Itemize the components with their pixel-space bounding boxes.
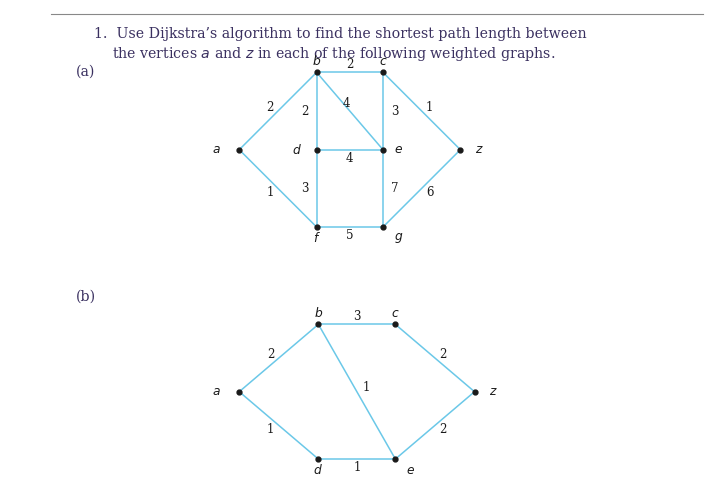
Text: the vertices $a$ and $z$ in each of the following weighted graphs.: the vertices $a$ and $z$ in each of the … <box>112 45 555 63</box>
Text: 4: 4 <box>343 96 350 110</box>
Text: $\mathit{c}$: $\mathit{c}$ <box>378 55 387 68</box>
Text: $\mathit{a}$: $\mathit{a}$ <box>212 385 221 398</box>
Text: 2: 2 <box>346 58 354 71</box>
Text: 3: 3 <box>353 310 360 323</box>
Text: $\mathit{e}$: $\mathit{e}$ <box>406 464 415 477</box>
Text: 5: 5 <box>346 230 354 243</box>
Text: 2: 2 <box>439 347 447 361</box>
Text: $\mathit{g}$: $\mathit{g}$ <box>394 231 403 245</box>
Text: $\mathit{z}$: $\mathit{z}$ <box>489 385 497 398</box>
Text: 1: 1 <box>353 462 360 475</box>
Text: 1: 1 <box>267 423 274 436</box>
Text: 4: 4 <box>346 152 354 165</box>
Text: 6: 6 <box>426 186 434 199</box>
Text: $\mathit{a}$: $\mathit{a}$ <box>212 143 221 156</box>
Text: (b): (b) <box>76 289 96 303</box>
Text: $\mathit{c}$: $\mathit{c}$ <box>391 307 399 320</box>
Text: 1: 1 <box>426 100 434 114</box>
Text: 3: 3 <box>391 104 398 118</box>
Text: $\mathit{b}$: $\mathit{b}$ <box>312 54 321 68</box>
Text: $\mathit{d}$: $\mathit{d}$ <box>313 463 323 477</box>
Text: 1: 1 <box>266 186 273 199</box>
Text: $\mathit{z}$: $\mathit{z}$ <box>475 143 484 156</box>
Text: 1: 1 <box>362 381 370 394</box>
Text: $\mathit{e}$: $\mathit{e}$ <box>394 143 403 156</box>
Text: 2: 2 <box>267 347 274 361</box>
Text: 7: 7 <box>391 182 398 195</box>
Text: 2: 2 <box>439 423 447 436</box>
Text: $\mathit{f}$: $\mathit{f}$ <box>312 231 320 245</box>
Text: (a): (a) <box>76 65 96 79</box>
Text: $\mathit{b}$: $\mathit{b}$ <box>314 306 323 320</box>
Text: 1.  Use Dijkstra’s algorithm to find the shortest path length between: 1. Use Dijkstra’s algorithm to find the … <box>94 27 587 41</box>
Text: $\mathit{d}$: $\mathit{d}$ <box>292 143 302 157</box>
Text: 2: 2 <box>266 100 273 114</box>
Text: 3: 3 <box>302 182 309 195</box>
Text: 2: 2 <box>302 104 309 118</box>
